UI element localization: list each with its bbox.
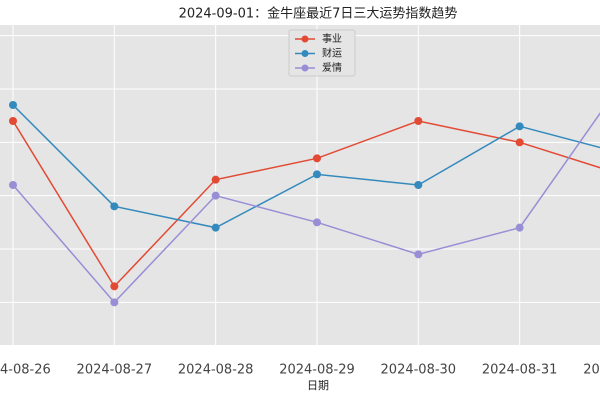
- point: [211, 223, 220, 232]
- x-tick-label: 2024-08-29: [279, 363, 355, 378]
- point: [211, 175, 220, 184]
- point: [515, 138, 524, 147]
- x-tick-label: 2024-08-28: [178, 363, 254, 378]
- point: [110, 298, 119, 307]
- legend-marker: [301, 64, 309, 72]
- point: [414, 117, 423, 125]
- point: [312, 218, 321, 227]
- x-axis-label: 日期: [307, 379, 329, 392]
- x-tick-label: 2024-08-26: [0, 363, 51, 378]
- point: [9, 117, 17, 125]
- legend-label: 财运: [322, 47, 342, 60]
- point: [312, 170, 321, 179]
- plot-area: [0, 25, 600, 345]
- point: [110, 282, 119, 291]
- x-tick-label: 2024-08-31: [482, 363, 558, 378]
- legend-label: 爱情: [322, 61, 342, 74]
- x-tick-label: 2024-08-30: [381, 363, 457, 378]
- point: [312, 154, 321, 163]
- legend-marker: [301, 35, 309, 43]
- point: [515, 223, 524, 232]
- x-tick-label: 2024-08-27: [77, 363, 153, 378]
- legend-marker: [301, 50, 309, 57]
- chart-title: 2024-09-01：金牛座最近7日三大运势指数趋势: [179, 6, 458, 22]
- point: [515, 122, 524, 131]
- point: [414, 250, 423, 259]
- point: [9, 181, 17, 189]
- point: [211, 191, 220, 200]
- legend-label: 事业: [322, 32, 342, 45]
- x-tick-label: 2024-09-01: [583, 363, 600, 378]
- point: [414, 181, 423, 189]
- point: [9, 101, 17, 109]
- point: [110, 202, 119, 211]
